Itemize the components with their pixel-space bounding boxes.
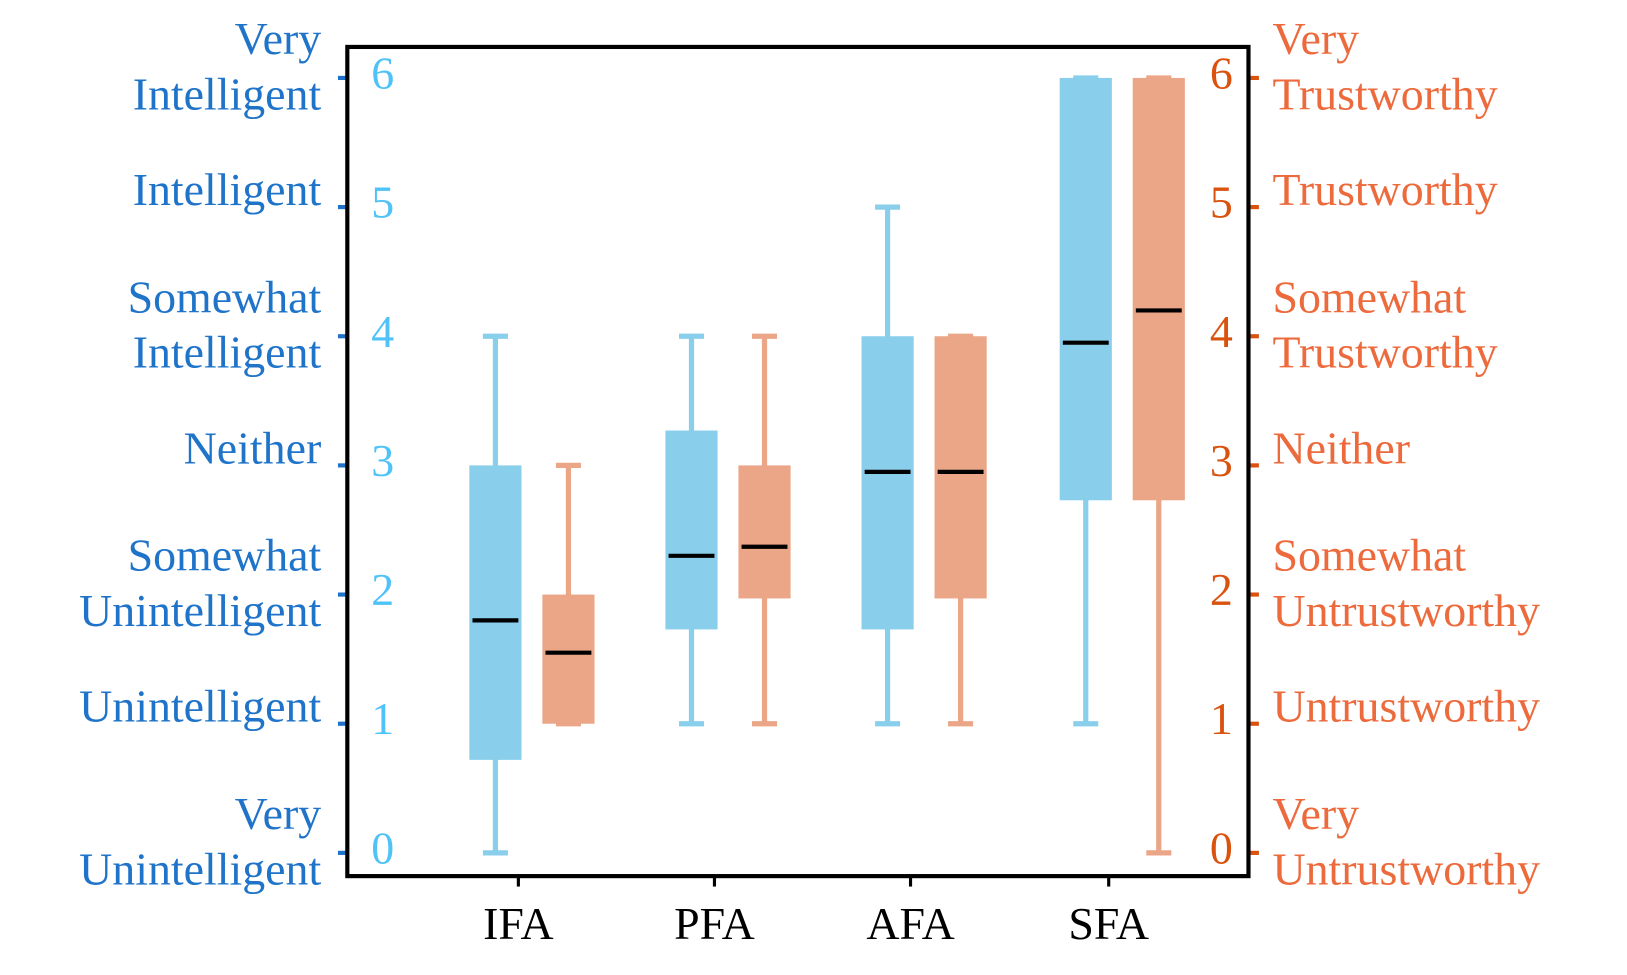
box: [665, 430, 718, 630]
y2-tick-label: 5: [1210, 177, 1233, 228]
box: [469, 465, 522, 760]
y2-category-label: Trustworthy: [1272, 327, 1497, 378]
y-tick-label: 1: [371, 693, 394, 744]
y2-tick-label: 6: [1210, 47, 1233, 98]
y-tick-label: 0: [371, 822, 394, 873]
box: [1132, 77, 1185, 501]
x-tick-label: IFA: [483, 898, 554, 949]
y-tick-label: 6: [371, 47, 394, 98]
y2-category-label: Untrustworthy: [1272, 585, 1540, 636]
box: [542, 594, 595, 724]
plot-frame: [345, 44, 1251, 879]
y-category-label: Intelligent: [133, 164, 322, 215]
y2-category-label: Neither: [1272, 422, 1410, 473]
y2-category-label: Somewhat: [1272, 530, 1466, 581]
y-category-label: Intelligent: [133, 327, 322, 378]
y2-category-label: Untrustworthy: [1272, 843, 1540, 894]
box: [738, 465, 791, 599]
y2-tick-label: 0: [1210, 822, 1233, 873]
x-tick-label: PFA: [674, 898, 755, 949]
y-tick-label: 2: [371, 564, 394, 615]
y-category-label: Very: [235, 788, 322, 839]
y-tick-label: 3: [371, 435, 394, 486]
y-category-label: Somewhat: [128, 530, 322, 581]
y2-category-label: Untrustworthy: [1272, 681, 1540, 732]
y-category-label: Very: [235, 13, 322, 64]
y2-tick-label: 4: [1210, 306, 1233, 357]
y2-category-label: Trustworthy: [1272, 164, 1497, 215]
x-tick-label: AFA: [866, 898, 954, 949]
y2-category-label: Very: [1272, 13, 1359, 64]
y2-category-label: Very: [1272, 788, 1359, 839]
box: [934, 336, 987, 599]
y-category-label: Neither: [184, 422, 322, 473]
y-category-label: Somewhat: [128, 271, 322, 322]
y2-tick-label: 1: [1210, 693, 1233, 744]
y-category-label: Unintelligent: [79, 585, 321, 636]
y2-category-label: Somewhat: [1272, 271, 1466, 322]
y2-tick-label: 3: [1210, 435, 1233, 486]
box: [1059, 77, 1112, 501]
y-tick-label: 5: [371, 177, 394, 228]
y-category-label: Intelligent: [133, 68, 322, 119]
y2-category-label: Trustworthy: [1272, 68, 1497, 119]
y-tick-label: 4: [371, 306, 394, 357]
box: [861, 336, 914, 630]
y2-tick-label: 2: [1210, 564, 1233, 615]
y-category-label: Unintelligent: [79, 681, 321, 732]
x-tick-label: SFA: [1068, 898, 1149, 949]
plot-root: 0VeryUnintelligent1Unintelligent2Somewha…: [79, 13, 1540, 949]
y-category-label: Unintelligent: [79, 843, 321, 894]
